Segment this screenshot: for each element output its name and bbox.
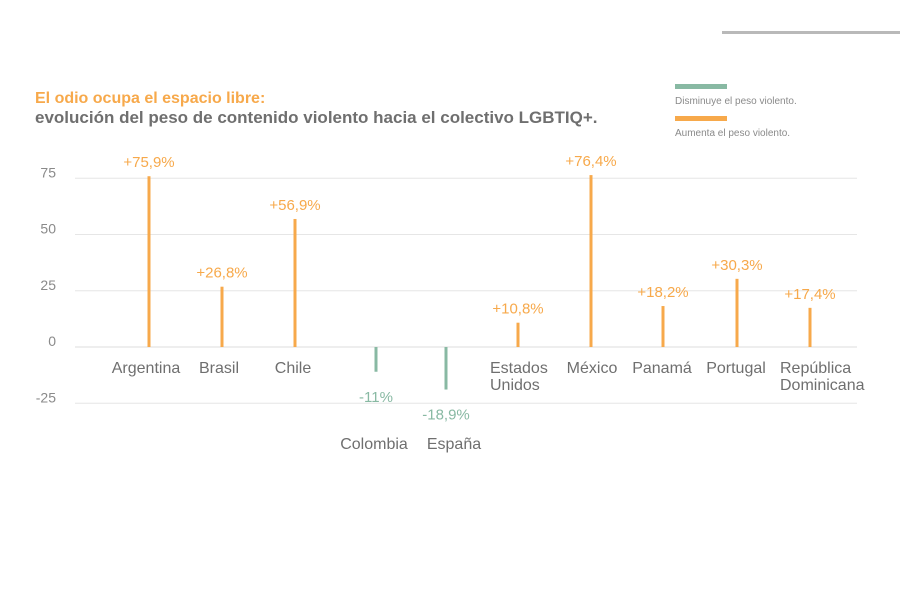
category-label: Brasil: [199, 360, 239, 377]
category-label: República Dominicana: [780, 360, 865, 394]
legend-label-increase: Aumenta el peso violento.: [675, 128, 791, 139]
bar: [220, 286, 224, 347]
bar: [589, 175, 593, 347]
category-label: Chile: [275, 360, 312, 377]
bar: [293, 218, 297, 347]
y-tick-label: 75: [40, 164, 56, 180]
data-label: -11%: [359, 389, 393, 406]
bar: [516, 322, 520, 347]
legend-swatch-increase: [675, 116, 727, 121]
data-label: +30,3%: [711, 257, 762, 274]
y-tick-label: 25: [40, 277, 56, 293]
data-label: +18,2%: [637, 284, 688, 301]
y-tick-label: -25: [36, 389, 56, 405]
category-label: Estados Unidos: [490, 360, 548, 394]
category-label: Argentina: [112, 360, 181, 377]
y-tick-label: 0: [48, 333, 56, 349]
category-label: Portugal: [706, 360, 766, 377]
bar: [808, 307, 812, 347]
data-label: -18,9%: [422, 407, 470, 424]
chart-subtitle: evolución del peso de contenido violento…: [35, 108, 598, 127]
data-label: +17,4%: [784, 286, 835, 303]
bar: [735, 278, 739, 347]
data-label: +26,8%: [196, 265, 247, 282]
data-label: +75,9%: [123, 154, 174, 171]
category-label: Colombia: [340, 436, 408, 453]
legend-label-decrease: Disminuye el peso violento.: [675, 96, 797, 107]
top-divider-line: [722, 31, 900, 34]
bar: [444, 347, 448, 390]
data-label: +10,8%: [492, 301, 543, 318]
bar: [374, 347, 378, 372]
y-tick-label: 50: [40, 221, 56, 237]
bar: [661, 306, 665, 347]
legend-swatch-decrease: [675, 84, 727, 89]
bar: [147, 176, 151, 347]
category-label: Panamá: [632, 360, 692, 377]
category-label: México: [567, 360, 618, 377]
category-label: España: [427, 436, 481, 453]
data-label: +56,9%: [269, 197, 320, 214]
chart-title: El odio ocupa el espacio libre:: [35, 90, 266, 107]
data-label: +76,4%: [565, 153, 616, 170]
